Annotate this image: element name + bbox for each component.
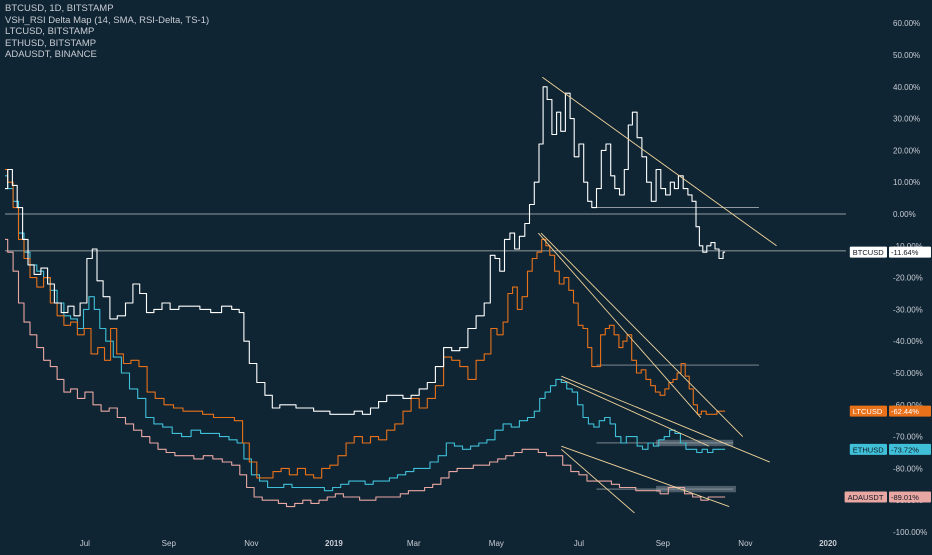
last-value-labels: BTCUSD -11.64% LTCUSD -62.44% ETHUSD -73.72% A… (844, 246, 931, 503)
legend-ltc[interactable]: LTCUSD, BITSTAMP (5, 26, 95, 37)
last-value-tag (889, 246, 931, 258)
trendline[interactable] (540, 232, 744, 437)
series-name-label: ADAUSDT (848, 493, 884, 502)
series-name-label: BTCUSD (853, 248, 884, 257)
x-tick-label: Sep (656, 539, 671, 548)
x-tick-label: Jul (574, 539, 584, 548)
last-value-label: -89.01% (891, 493, 919, 502)
last-value-label: -62.44% (891, 407, 919, 416)
legend-symbol[interactable]: BTCUSD, 1D, BITSTAMP (5, 3, 114, 14)
series-name-tag (849, 246, 887, 258)
x-tick-label: 2020 (819, 539, 837, 548)
trendline[interactable] (561, 448, 635, 514)
legend-indicator[interactable]: VSH_RSI Delta Map (14, SMA, RSI-Delta, T… (5, 14, 210, 26)
y-tick-label: 10.00% (893, 178, 920, 187)
last-value-label: -73.72% (891, 445, 919, 454)
y-tick-label: -60.00% (893, 401, 923, 410)
y-axis: 60.00% 50.00% 40.00% 30.00% 20.00% 10.00% 0.00… (893, 19, 927, 537)
y-tick-label: -10.00% (893, 242, 923, 251)
y-tick-label: -100.00% (893, 528, 927, 537)
y-tick-label: 40.00% (893, 83, 920, 92)
y-tick-label: -30.00% (893, 305, 923, 314)
series-name-label: ETHUSD (853, 445, 884, 454)
horizontal-lines (5, 207, 846, 490)
x-tick-label: Sep (162, 539, 177, 548)
series-name-tag (844, 491, 887, 503)
y-tick-label: -40.00% (893, 337, 923, 346)
chart-legend: BTCUSD, 1D, BITSTAMP VSH_RSI Delta Map (… (5, 3, 209, 61)
x-tick-label: 2019 (325, 539, 343, 548)
legend-ada[interactable]: ADAUSDT, BINANCE (5, 49, 97, 60)
highlight-band[interactable] (656, 485, 736, 493)
series-lines (5, 86, 726, 508)
y-tick-label: 20.00% (893, 146, 920, 155)
series-line-ethusd[interactable] (5, 175, 726, 492)
series-name-label: LTCUSD (853, 407, 883, 416)
last-value-tag (889, 491, 931, 503)
series-line-btcusd[interactable] (5, 86, 726, 415)
y-tick-label: 50.00% (893, 51, 920, 60)
last-value-label: -11.64% (891, 248, 919, 257)
x-axis: Jul Sep Nov 2019 Mar May Jul Sep Nov 2020 (80, 539, 838, 548)
x-tick-label: Mar (407, 539, 421, 548)
trendline[interactable] (537, 232, 702, 418)
series-line-adausdt[interactable] (5, 238, 726, 508)
last-value-tag (889, 443, 931, 455)
trendlines (537, 76, 777, 514)
x-tick-label: Nov (244, 539, 258, 548)
x-tick-label: Jul (80, 539, 90, 548)
y-tick-label: -50.00% (893, 369, 923, 378)
trendline[interactable] (561, 378, 710, 447)
y-tick-label: 60.00% (893, 19, 920, 28)
x-tick-label: Nov (738, 539, 752, 548)
highlight-bands (656, 439, 736, 493)
y-tick-label: -20.00% (893, 274, 923, 283)
y-tick-label: -70.00% (893, 433, 923, 442)
trendline[interactable] (561, 375, 770, 463)
legend-eth[interactable]: ETHUSD, BITSTAMP (5, 37, 97, 49)
x-tick-label: May (489, 539, 504, 548)
y-tick-label: -80.00% (893, 464, 923, 473)
y-tick-label: 0.00% (893, 210, 916, 219)
highlight-band[interactable] (656, 439, 734, 447)
series-name-tag (849, 443, 887, 455)
trendline[interactable] (542, 76, 777, 247)
last-value-tag (889, 405, 931, 417)
y-tick-label: 30.00% (893, 115, 920, 124)
series-line-ltcusd[interactable] (5, 168, 726, 479)
trendline[interactable] (561, 445, 730, 507)
series-name-tag (849, 405, 887, 417)
